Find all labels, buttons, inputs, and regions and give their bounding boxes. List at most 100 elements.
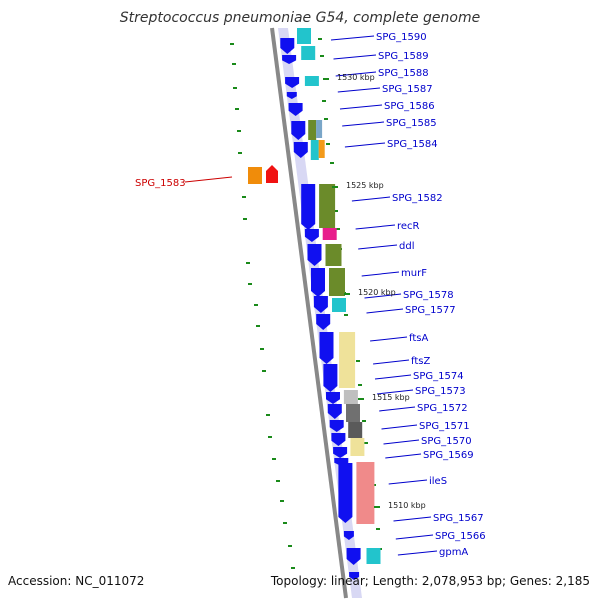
gene-label-spg-1573[interactable]: SPG_1573 bbox=[415, 386, 466, 397]
leader-spg-1577 bbox=[366, 308, 404, 314]
backbone-line bbox=[270, 27, 348, 599]
gene-ddl-arrow[interactable] bbox=[307, 244, 322, 266]
gene-spg-1588-arrow[interactable] bbox=[285, 77, 300, 88]
gene-spg-1590-arrow[interactable] bbox=[280, 38, 295, 54]
annotation-block-18 bbox=[366, 548, 381, 564]
gene-spg-1585-arrow[interactable] bbox=[291, 121, 306, 140]
annotation-block-14 bbox=[346, 404, 360, 422]
gene-spg-1586-arrow[interactable] bbox=[288, 103, 303, 116]
topology-label: Topology: linear; Length: 2,078,953 bp; … bbox=[270, 574, 590, 588]
gene-label-spg-1569[interactable]: SPG_1569 bbox=[423, 450, 474, 461]
gene-label-murf[interactable]: murF bbox=[401, 268, 427, 279]
annotation-blocks bbox=[297, 28, 381, 564]
leader-spg-1571 bbox=[381, 424, 418, 430]
gene-murf-arrow[interactable] bbox=[311, 268, 325, 297]
scale-tick-17 bbox=[276, 480, 280, 482]
gene-label-spg-1572[interactable]: SPG_1572 bbox=[417, 403, 468, 414]
gene-spg-1567-arrow[interactable] bbox=[343, 531, 354, 540]
gene-label-spg-1587[interactable]: SPG_1587 bbox=[382, 84, 433, 95]
leader-spg-1584 bbox=[344, 142, 386, 148]
gene-ftsa-arrow[interactable] bbox=[319, 332, 334, 364]
gene-label-spg-1577[interactable]: SPG_1577 bbox=[405, 305, 456, 316]
scale-label-0: 1530 kbp bbox=[337, 73, 375, 82]
gene-label-spg-1582[interactable]: SPG_1582 bbox=[392, 193, 443, 204]
annotation-block-5 bbox=[310, 140, 319, 160]
scale-tick-29 bbox=[334, 210, 338, 212]
gene-spg-1566-arrow[interactable] bbox=[346, 548, 361, 565]
gene-label-spg-1567[interactable]: SPG_1567 bbox=[433, 513, 484, 524]
annotation-block-0 bbox=[297, 28, 311, 44]
annotation-block-13 bbox=[343, 390, 358, 404]
gene-iles-arrow[interactable] bbox=[338, 463, 353, 523]
gene-label-spg-1590[interactable]: SPG_1590 bbox=[376, 32, 427, 43]
leader-recr bbox=[355, 224, 396, 230]
annotation-block-4 bbox=[316, 120, 323, 138]
scale-labels: 1530 kbp 1525 kbp 1520 kbp 1515 kbp 1510 kbp bbox=[323, 73, 426, 510]
scale-tick-8 bbox=[246, 262, 250, 264]
gene-label-ftsa[interactable]: ftsA bbox=[409, 333, 428, 344]
gene-label-spg-1570[interactable]: SPG_1570 bbox=[421, 436, 472, 447]
annotation-block-12 bbox=[339, 332, 356, 388]
scale-tick-42 bbox=[376, 528, 380, 530]
gene-label-spg-1585[interactable]: SPG_1585 bbox=[386, 118, 437, 129]
gene-gpma-arrow[interactable] bbox=[349, 572, 360, 580]
gene-labels: SPG_1590 SPG_1589 SPG_1588 SPG_1587 SPG_1586… bbox=[135, 32, 486, 558]
gene-spg-1589-arrow[interactable] bbox=[282, 55, 297, 64]
scale-tick-4 bbox=[237, 130, 241, 132]
scale-tick-12 bbox=[260, 348, 264, 350]
scale-tick-21 bbox=[291, 567, 295, 569]
annotation-block-17 bbox=[356, 462, 375, 524]
gene-label-recr[interactable]: recR bbox=[397, 221, 420, 232]
gene-spg-1573-arrow[interactable] bbox=[327, 404, 342, 419]
scale-tick-5 bbox=[238, 152, 242, 154]
scale-tick-30 bbox=[336, 228, 340, 230]
annotation-block-16 bbox=[350, 438, 365, 456]
gene-label-spg-1588[interactable]: SPG_1588 bbox=[378, 68, 429, 79]
gene-label-spg-1584[interactable]: SPG_1584 bbox=[387, 139, 438, 150]
leader-spg-1573 bbox=[376, 389, 414, 395]
gene-label-spg-1574[interactable]: SPG_1574 bbox=[413, 371, 464, 382]
scale-tick-27 bbox=[330, 162, 334, 164]
leader-spg-1582 bbox=[351, 196, 391, 202]
leader-ftsz bbox=[373, 359, 410, 365]
gene-label-spg-1586[interactable]: SPG_1586 bbox=[384, 101, 435, 112]
scale-label-4: 1510 kbp bbox=[388, 501, 426, 510]
annotation-block-8 bbox=[322, 228, 337, 240]
gene-label-ftsz[interactable]: ftsZ bbox=[411, 356, 430, 367]
scale-tick-9 bbox=[248, 283, 252, 285]
scale-tick-22 bbox=[318, 38, 322, 40]
gene-ftsz-arrow[interactable] bbox=[323, 364, 338, 392]
gene-label-spg-1583[interactable]: SPG_1583 bbox=[135, 178, 186, 189]
gene-label-spg-1566[interactable]: SPG_1566 bbox=[435, 531, 486, 542]
gene-label-spg-1571[interactable]: SPG_1571 bbox=[419, 421, 470, 432]
gene-label-iles[interactable]: ileS bbox=[429, 476, 447, 487]
scale-tick-39 bbox=[364, 442, 368, 444]
leader-spg-1589 bbox=[333, 54, 377, 60]
gene-label-spg-1578[interactable]: SPG_1578 bbox=[403, 290, 454, 301]
gene-spg-1582-arrow[interactable] bbox=[301, 184, 316, 230]
gene-spg-1571-arrow[interactable] bbox=[331, 433, 346, 446]
gene-recr-arrow[interactable] bbox=[304, 229, 319, 242]
leader-spg-1590 bbox=[330, 35, 375, 41]
gene-spg-1577-arrow[interactable] bbox=[316, 314, 331, 330]
gene-spg-1574-arrow[interactable] bbox=[326, 392, 340, 404]
annotation-block-11 bbox=[332, 298, 346, 312]
gene-spg-1583-arrow[interactable] bbox=[266, 165, 278, 183]
gene-label-ddl[interactable]: ddl bbox=[399, 241, 414, 252]
scale-tick-25 bbox=[324, 118, 328, 120]
scale-tick-10 bbox=[254, 304, 258, 306]
gene-label-spg-1589[interactable]: SPG_1589 bbox=[378, 51, 429, 62]
leader-spg-1574 bbox=[374, 374, 412, 380]
leader-murf bbox=[361, 271, 400, 277]
scale-tick-13 bbox=[262, 370, 266, 372]
annotation-block-9 bbox=[325, 244, 342, 266]
gene-spg-1587-arrow[interactable] bbox=[286, 92, 297, 99]
gene-label-gpma[interactable]: gpmA bbox=[439, 547, 468, 558]
gene-spg-1583-orange-box[interactable] bbox=[248, 167, 262, 184]
annotation-block-10 bbox=[329, 268, 345, 296]
gene-spg-1572-arrow[interactable] bbox=[329, 420, 344, 432]
gene-spg-1578-arrow[interactable] bbox=[313, 296, 328, 313]
gene-spg-1584-arrow[interactable] bbox=[293, 142, 308, 158]
gene-spg-1570-arrow[interactable] bbox=[333, 447, 348, 458]
